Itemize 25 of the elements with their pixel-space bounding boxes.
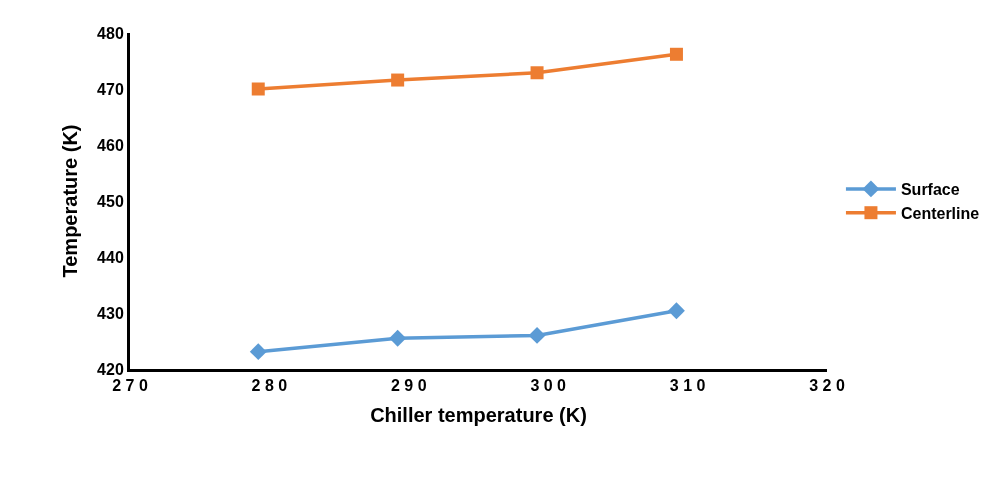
x-tick-label: 3 0 0 <box>530 377 567 395</box>
point <box>668 302 685 320</box>
x-tick-label: 2 7 0 <box>112 377 148 395</box>
y-tick-label: 420 <box>97 360 124 378</box>
y-tick-label: 470 <box>97 80 124 98</box>
point <box>528 326 546 344</box>
legend-label: Centerline <box>900 204 980 222</box>
y-tick-label: 480 <box>97 24 124 42</box>
point <box>669 47 683 61</box>
y-tick-label: 440 <box>97 248 124 266</box>
point <box>389 329 407 347</box>
point <box>249 343 267 361</box>
x-tick-label: 3 1 0 <box>669 377 706 395</box>
y-tick-label: 450 <box>97 192 124 210</box>
y-axis-title: Temperature (K) <box>58 124 81 278</box>
x-axis-title: Chiller temperature (K) <box>370 403 587 426</box>
x-tick-label: 2 9 0 <box>391 377 427 395</box>
x-tick-label: 2 8 0 <box>251 377 288 395</box>
y-tick-label: 430 <box>97 304 124 322</box>
point <box>391 73 405 87</box>
point <box>251 82 265 96</box>
y-tick-label: 460 <box>97 136 124 154</box>
x-tick-label: 3 2 0 <box>809 377 845 395</box>
point <box>530 66 544 80</box>
legend-label: Surface <box>900 181 960 199</box>
